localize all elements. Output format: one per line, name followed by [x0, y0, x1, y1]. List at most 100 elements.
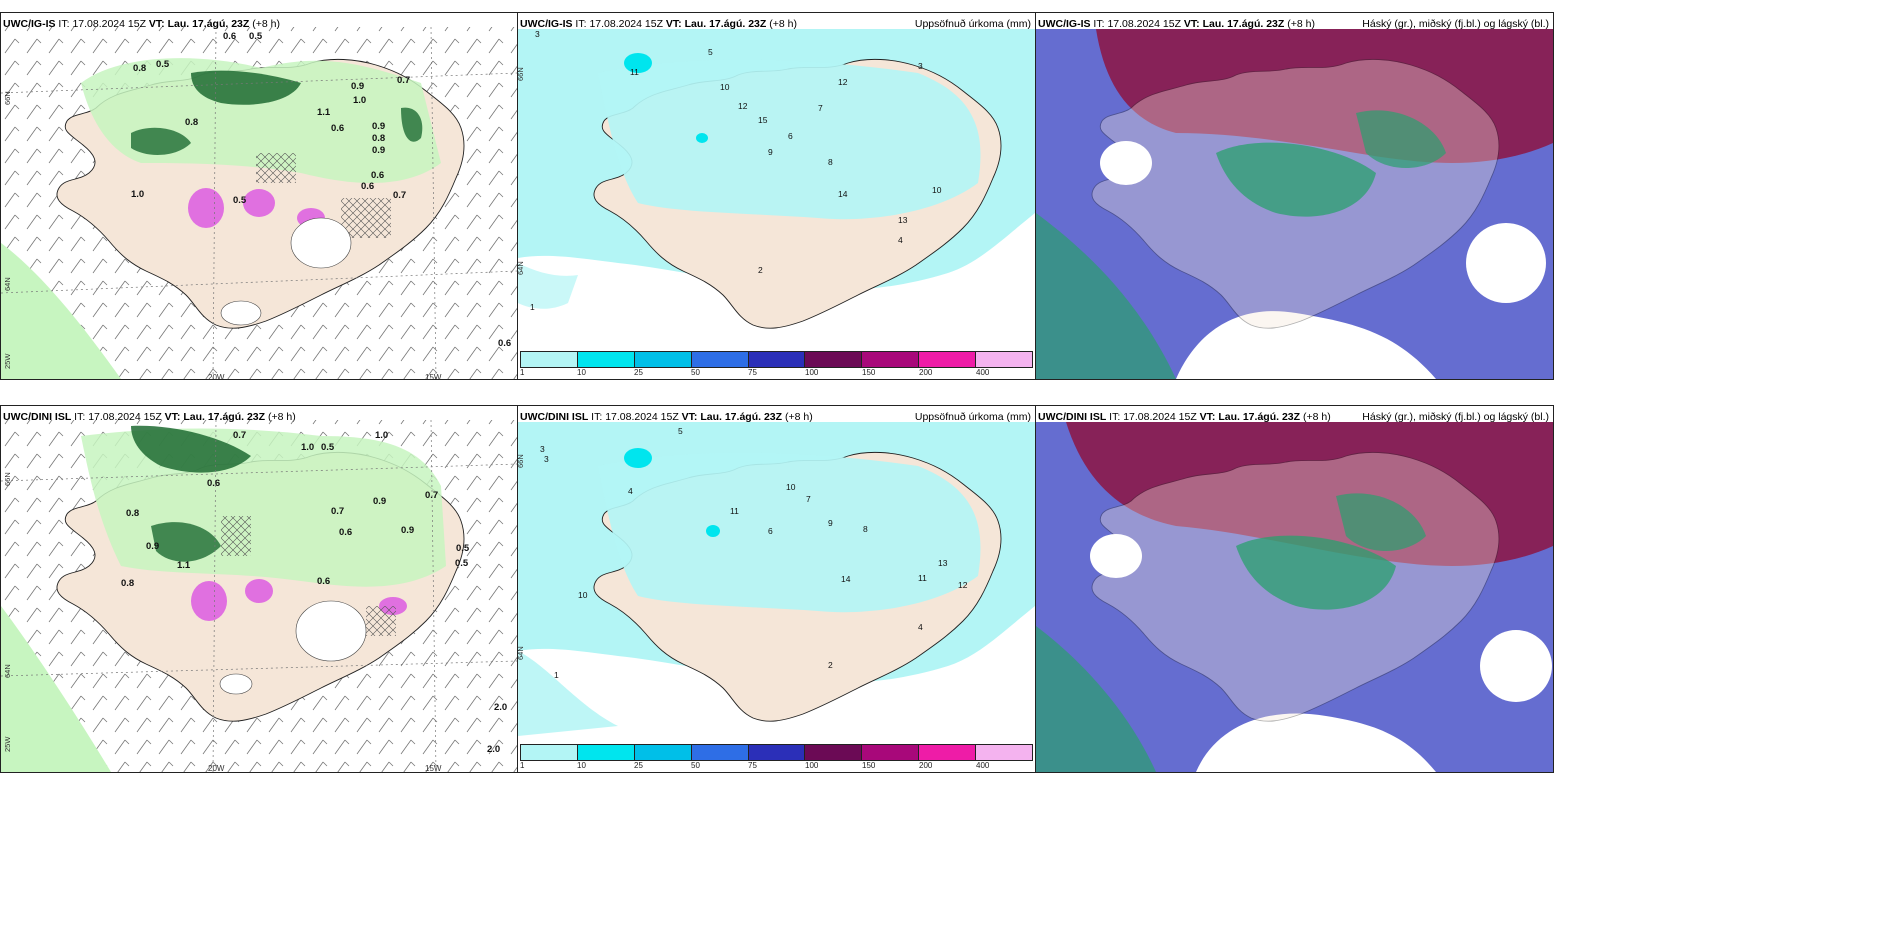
wind-value: 0.6 [339, 527, 352, 538]
precip-value: 10 [578, 590, 588, 600]
precip-value: 6 [788, 131, 793, 141]
colorbar-swatch [691, 352, 749, 367]
precip-value: 3 [535, 29, 540, 39]
precip-area [518, 651, 618, 736]
wind-value: 0.5 [456, 543, 470, 554]
colorbar-label: 400 [976, 761, 990, 770]
precip-value: 4 [628, 486, 633, 496]
colorbar-swatch [577, 745, 635, 760]
colorbar-swatch [805, 352, 863, 367]
precip-medium [696, 133, 708, 143]
wind-value: 0.9 [401, 525, 414, 536]
precip-medium [624, 448, 652, 468]
wind-value: 2.0 [494, 702, 507, 713]
precip-value: 11 [630, 67, 639, 77]
wind-value: 0.7 [331, 506, 344, 517]
precip-map: 3 5 11 10 12 15 7 6 9 8 14 13 2 4 1 12 1… [518, 29, 1035, 329]
lon-label: 15W [425, 373, 442, 380]
graticule-line [1, 72, 517, 94]
panel-clouds-dini: UWC/DINI ISL IT: 17.08.2024 15Z VT: Lau.… [1035, 405, 1554, 773]
lat-label: 25W [3, 353, 12, 369]
wind-value: 1.0 [131, 189, 144, 200]
precip-value: 1 [554, 670, 559, 680]
cloud-low-area [1336, 493, 1426, 551]
panel-header: UWC/DINI ISL IT: 17.08.2024 15Z VT: Lau.… [520, 411, 813, 423]
colorbar-label: 100 [805, 368, 819, 377]
colorbar-swatch [748, 352, 806, 367]
precip-value: 13 [938, 558, 948, 568]
wind-value: 0.5 [321, 442, 335, 453]
wind-value: 1.0 [301, 442, 314, 453]
precip-area [518, 263, 578, 309]
graticule-line [430, 26, 437, 379]
cloud-low-area [1216, 142, 1376, 217]
wind-value: 0.6 [361, 181, 374, 192]
colorbar-label: 150 [862, 761, 876, 770]
precip-value: 3 [540, 444, 545, 454]
precip-value: 5 [678, 426, 683, 436]
cloud-low-area [1356, 110, 1446, 168]
precip-value: 5 [708, 47, 713, 57]
precip-value: 8 [863, 524, 868, 534]
wind-value: 0.7 [233, 430, 246, 441]
precip-value: 10 [786, 482, 796, 492]
wind-value: 0.8 [121, 578, 134, 589]
panel-title: Háský (gr.), miðský (fj.bl.) og lágský (… [1362, 18, 1549, 30]
hatched-area [256, 153, 296, 183]
graticule-line [1, 660, 517, 677]
colorbar-swatches [520, 351, 1033, 368]
colorbar-swatch [805, 745, 863, 760]
wind-map: 0.7 1.0 0.5 0.8 0.9 0.6 1.1 0.7 0.5 0.8 … [1, 419, 517, 772]
precip-value: 12 [738, 101, 748, 111]
wind-value: 0.6 [331, 123, 344, 134]
colorbar-label: 75 [748, 761, 757, 770]
lat-label: 66N [3, 91, 12, 105]
colorbar-label: 75 [748, 368, 757, 377]
wind-value: 0.6 [498, 338, 511, 349]
lat-label: 64N [3, 277, 12, 291]
precip-value: 8 [828, 157, 833, 167]
pink-area [191, 581, 227, 621]
graticule-line [212, 419, 217, 772]
wind-value: 0.9 [351, 81, 364, 92]
panel-title: Uppsöfnuð úrkoma (mm) [914, 411, 1031, 423]
precip-value: 9 [768, 147, 773, 157]
colorbar-label: 50 [691, 368, 700, 377]
wind-value: 2.0 [487, 744, 500, 755]
precip-colorbar: 1 10 25 50 75 100 150 200 400 [518, 742, 1035, 772]
colorbar-labels: 1 10 25 50 75 100 150 200 400 [520, 761, 1033, 771]
lat-label: 64N [3, 664, 12, 678]
graticule-line [1, 463, 517, 482]
colorbar-label: 25 [634, 761, 643, 770]
wind-value: 0.5 [233, 195, 247, 206]
lat-label: 66N [517, 67, 525, 81]
wind-map: 0.6 0.5 0.8 0.5 0.9 1.0 0.6 1.1 0.8 0.7 … [1, 26, 517, 379]
wind-value: 0.6 [317, 576, 330, 587]
panel-clouds-igis: UWC/IG-IS IT: 17.08.2024 15Z VT: Lau. 17… [1035, 12, 1554, 380]
pink-area [188, 188, 224, 228]
precip-value: 1 [530, 302, 535, 312]
colorbar-swatches [520, 744, 1033, 761]
wind-value: 0.6 [371, 170, 384, 181]
colorbar-swatch [691, 745, 749, 760]
precip-medium [706, 525, 720, 537]
green-area [1, 243, 121, 379]
precip-value: 11 [918, 573, 927, 583]
colorbar-swatch [919, 745, 977, 760]
colorbar-label: 10 [577, 368, 586, 377]
panel-title: Uppsöfnuð úrkoma (mm) [914, 18, 1031, 30]
colorbar-swatch [748, 745, 806, 760]
lat-label: 64N [517, 646, 525, 660]
precip-value: 6 [768, 526, 773, 536]
colorbar-label: 200 [919, 761, 933, 770]
precip-value: 2 [758, 265, 763, 275]
dark-green-area [131, 425, 251, 473]
wind-value: 1.0 [353, 95, 366, 106]
lat-label: 66N [3, 472, 12, 486]
colorbar-label: 10 [577, 761, 586, 770]
colorbar-swatch [577, 352, 635, 367]
colorbar-label: 150 [862, 368, 876, 377]
clear-area [1176, 311, 1436, 379]
wind-value: 1.1 [177, 560, 191, 571]
cloud-map [1036, 29, 1553, 379]
